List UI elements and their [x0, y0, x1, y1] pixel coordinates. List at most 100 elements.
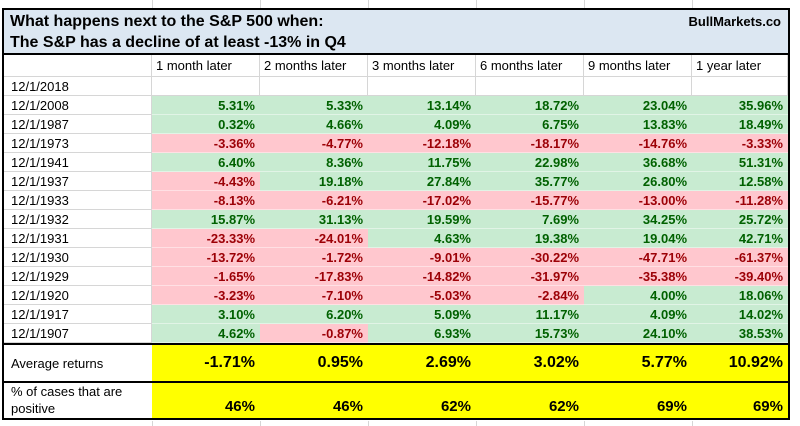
return-cell[interactable]: -31.97% — [476, 267, 584, 286]
return-cell[interactable]: -23.33% — [152, 229, 260, 248]
return-cell[interactable]: 12.58% — [692, 172, 788, 191]
return-cell[interactable]: -3.23% — [152, 286, 260, 305]
return-cell[interactable]: -2.84% — [476, 286, 584, 305]
return-cell[interactable]: -61.37% — [692, 248, 788, 267]
return-cell[interactable]: 13.14% — [368, 96, 476, 115]
pct-positive-cell[interactable]: 62% — [476, 381, 584, 418]
return-cell[interactable]: 11.75% — [368, 153, 476, 172]
return-cell[interactable]: -0.87% — [260, 324, 368, 343]
return-cell[interactable]: 18.06% — [692, 286, 788, 305]
return-cell[interactable]: -17.02% — [368, 191, 476, 210]
return-cell[interactable]: -7.10% — [260, 286, 368, 305]
row-date-cell[interactable]: 12/1/1920 — [4, 286, 152, 305]
return-cell[interactable]: 4.63% — [368, 229, 476, 248]
return-cell[interactable]: 23.04% — [584, 96, 692, 115]
return-cell[interactable]: -8.13% — [152, 191, 260, 210]
return-cell[interactable]: 6.75% — [476, 115, 584, 134]
return-cell[interactable]: 51.31% — [692, 153, 788, 172]
corner-cell[interactable] — [4, 55, 152, 77]
return-cell[interactable]: -13.00% — [584, 191, 692, 210]
return-cell[interactable]: 19.38% — [476, 229, 584, 248]
return-cell[interactable]: 19.59% — [368, 210, 476, 229]
return-cell[interactable]: -9.01% — [368, 248, 476, 267]
return-cell[interactable]: -3.36% — [152, 134, 260, 153]
average-return-cell[interactable]: 5.77% — [584, 343, 692, 381]
column-header[interactable]: 6 months later — [476, 55, 584, 77]
return-cell[interactable]: 18.49% — [692, 115, 788, 134]
return-cell[interactable]: 36.68% — [584, 153, 692, 172]
return-cell[interactable]: 4.62% — [152, 324, 260, 343]
return-cell[interactable]: 24.10% — [584, 324, 692, 343]
return-cell[interactable]: 4.00% — [584, 286, 692, 305]
return-cell[interactable]: -5.03% — [368, 286, 476, 305]
return-cell[interactable]: 0.32% — [152, 115, 260, 134]
return-cell[interactable] — [368, 77, 476, 96]
return-cell[interactable]: 15.73% — [476, 324, 584, 343]
return-cell[interactable]: 4.09% — [584, 305, 692, 324]
return-cell[interactable]: -3.33% — [692, 134, 788, 153]
column-header[interactable]: 1 month later — [152, 55, 260, 77]
return-cell[interactable]: -1.72% — [260, 248, 368, 267]
return-cell[interactable]: 11.17% — [476, 305, 584, 324]
row-date-cell[interactable]: 12/1/2008 — [4, 96, 152, 115]
return-cell[interactable]: 35.77% — [476, 172, 584, 191]
average-return-cell[interactable]: 10.92% — [692, 343, 788, 381]
row-date-cell[interactable]: 12/1/1931 — [4, 229, 152, 248]
return-cell[interactable]: 22.98% — [476, 153, 584, 172]
return-cell[interactable]: -47.71% — [584, 248, 692, 267]
return-cell[interactable]: 15.87% — [152, 210, 260, 229]
column-header[interactable]: 9 months later — [584, 55, 692, 77]
return-cell[interactable]: 25.72% — [692, 210, 788, 229]
return-cell[interactable]: 26.80% — [584, 172, 692, 191]
return-cell[interactable]: -39.40% — [692, 267, 788, 286]
column-header[interactable]: 3 months later — [368, 55, 476, 77]
return-cell[interactable]: -14.82% — [368, 267, 476, 286]
average-return-cell[interactable]: 0.95% — [260, 343, 368, 381]
return-cell[interactable]: 6.93% — [368, 324, 476, 343]
row-date-cell[interactable]: 12/1/1987 — [4, 115, 152, 134]
return-cell[interactable]: 19.04% — [584, 229, 692, 248]
return-cell[interactable]: -4.77% — [260, 134, 368, 153]
return-cell[interactable]: 13.83% — [584, 115, 692, 134]
average-return-cell[interactable]: 2.69% — [368, 343, 476, 381]
row-date-cell[interactable]: 12/1/1973 — [4, 134, 152, 153]
return-cell[interactable]: 34.25% — [584, 210, 692, 229]
return-cell[interactable]: 7.69% — [476, 210, 584, 229]
return-cell[interactable]: 4.09% — [368, 115, 476, 134]
row-date-cell[interactable]: 12/1/1930 — [4, 248, 152, 267]
return-cell[interactable] — [260, 77, 368, 96]
return-cell[interactable]: 6.40% — [152, 153, 260, 172]
row-date-cell[interactable]: 12/1/1941 — [4, 153, 152, 172]
return-cell[interactable]: 38.53% — [692, 324, 788, 343]
column-header[interactable]: 2 months later — [260, 55, 368, 77]
pct-positive-label[interactable]: % of cases that are positive — [4, 381, 152, 418]
return-cell[interactable]: -13.72% — [152, 248, 260, 267]
row-date-cell[interactable]: 12/1/1917 — [4, 305, 152, 324]
pct-positive-cell[interactable]: 46% — [260, 381, 368, 418]
return-cell[interactable]: 27.84% — [368, 172, 476, 191]
return-cell[interactable]: -30.22% — [476, 248, 584, 267]
pct-positive-cell[interactable]: 62% — [368, 381, 476, 418]
return-cell[interactable]: 8.36% — [260, 153, 368, 172]
return-cell[interactable]: -17.83% — [260, 267, 368, 286]
pct-positive-cell[interactable]: 46% — [152, 381, 260, 418]
return-cell[interactable]: 5.09% — [368, 305, 476, 324]
return-cell[interactable] — [584, 77, 692, 96]
return-cell[interactable]: -4.43% — [152, 172, 260, 191]
pct-positive-cell[interactable]: 69% — [692, 381, 788, 418]
return-cell[interactable]: -14.76% — [584, 134, 692, 153]
return-cell[interactable]: -6.21% — [260, 191, 368, 210]
row-date-cell[interactable]: 12/1/2018 — [4, 77, 152, 96]
return-cell[interactable]: -11.28% — [692, 191, 788, 210]
return-cell[interactable]: 18.72% — [476, 96, 584, 115]
return-cell[interactable]: 5.31% — [152, 96, 260, 115]
return-cell[interactable] — [476, 77, 584, 96]
average-return-cell[interactable]: -1.71% — [152, 343, 260, 381]
return-cell[interactable] — [152, 77, 260, 96]
return-cell[interactable]: 6.20% — [260, 305, 368, 324]
row-date-cell[interactable]: 12/1/1937 — [4, 172, 152, 191]
column-header[interactable]: 1 year later — [692, 55, 788, 77]
row-date-cell[interactable]: 12/1/1929 — [4, 267, 152, 286]
return-cell[interactable]: 4.66% — [260, 115, 368, 134]
return-cell[interactable]: -18.17% — [476, 134, 584, 153]
